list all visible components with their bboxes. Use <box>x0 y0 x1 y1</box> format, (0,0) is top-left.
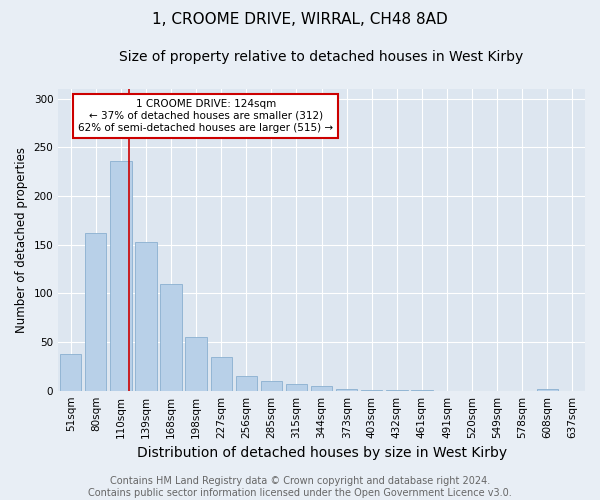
Bar <box>136 242 157 390</box>
Bar <box>60 354 82 391</box>
Bar <box>110 161 131 390</box>
Bar <box>286 384 307 390</box>
Bar <box>261 381 282 390</box>
Bar <box>85 233 106 390</box>
Title: Size of property relative to detached houses in West Kirby: Size of property relative to detached ho… <box>119 50 524 64</box>
Text: Contains HM Land Registry data © Crown copyright and database right 2024.
Contai: Contains HM Land Registry data © Crown c… <box>88 476 512 498</box>
Bar <box>211 356 232 390</box>
Y-axis label: Number of detached properties: Number of detached properties <box>15 146 28 332</box>
Bar <box>537 388 558 390</box>
Bar <box>185 337 207 390</box>
Text: 1 CROOME DRIVE: 124sqm
← 37% of detached houses are smaller (312)
62% of semi-de: 1 CROOME DRIVE: 124sqm ← 37% of detached… <box>78 100 333 132</box>
Bar <box>236 376 257 390</box>
Bar <box>160 284 182 391</box>
X-axis label: Distribution of detached houses by size in West Kirby: Distribution of detached houses by size … <box>137 446 506 460</box>
Text: 1, CROOME DRIVE, WIRRAL, CH48 8AD: 1, CROOME DRIVE, WIRRAL, CH48 8AD <box>152 12 448 28</box>
Bar <box>336 388 358 390</box>
Bar <box>311 386 332 390</box>
